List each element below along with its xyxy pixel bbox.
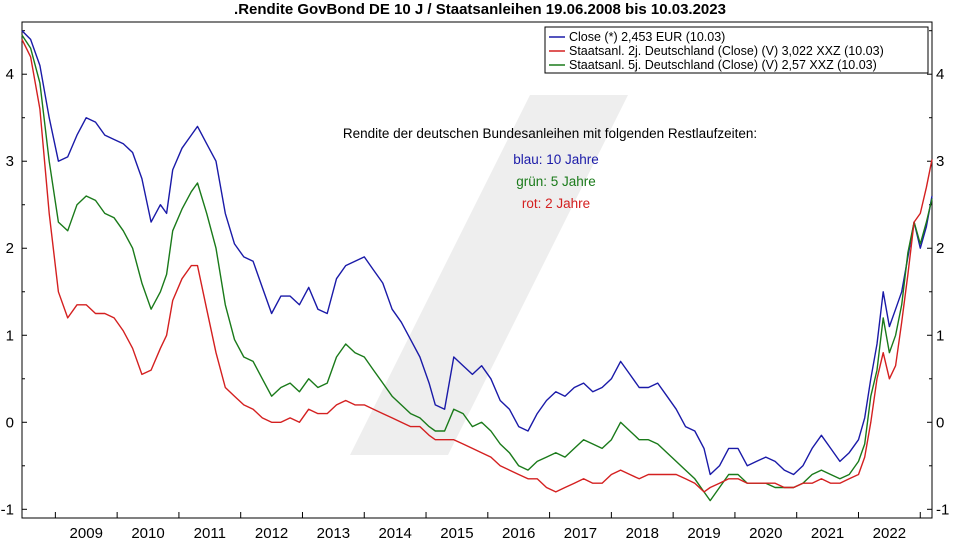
chart-title: .Rendite GovBond DE 10 J / Staatsanleihe… <box>234 1 726 18</box>
legend-box <box>544 26 929 74</box>
y-tick-label-left: 1 <box>6 327 14 344</box>
series-line-2y <box>21 39 933 493</box>
x-tick-label: 2015 <box>440 525 473 540</box>
y-tick-label-left: 3 <box>6 153 14 170</box>
x-tick-label: 2012 <box>255 525 288 540</box>
y-tick-label-left: 4 <box>6 66 14 83</box>
y-tick-label-right: 2 <box>936 240 944 257</box>
y-tick-label-left: -1 <box>1 501 14 518</box>
x-tick-label: 2016 <box>502 525 535 540</box>
y-tick-label-right: 4 <box>936 66 944 83</box>
plot-frame <box>21 21 933 519</box>
y-tick-label-left: 2 <box>6 240 14 257</box>
x-tick-label: 2014 <box>378 525 411 540</box>
y-tick-label-right: 1 <box>936 327 944 344</box>
x-tick-label: 2018 <box>626 525 659 540</box>
series-line-10y <box>21 30 933 476</box>
y-axis-left: -1 0 1 2 3 4 <box>1 30 27 518</box>
x-axis: 2009 2010 2011 2012 2013 2014 2015 2016 2017 2018… <box>54 512 921 540</box>
annotation-block: Rendite der deutschen Bundesanleihen mit… <box>343 126 757 211</box>
legend-entry-10y: Close (*) 2,453 EUR (10.03) <box>569 30 725 44</box>
x-tick-label: 2011 <box>194 525 226 540</box>
x-tick-label: 2010 <box>131 525 164 540</box>
y-axis-right: -1 0 1 2 3 4 <box>927 30 949 518</box>
legend-entry-2y: Staatsanl. 2j. Deutschland (Close) (V) 3… <box>569 44 884 58</box>
y-tick-label-right: 3 <box>936 153 944 170</box>
annotation-blue: blau: 10 Jahre <box>513 152 599 167</box>
x-tick-label: 2022 <box>873 525 906 540</box>
annotation-green: grün: 5 Jahre <box>516 174 596 189</box>
y-tick-label-right: -1 <box>936 501 949 518</box>
x-tick-label: 2021 <box>811 525 844 540</box>
series-line-5y <box>21 34 933 502</box>
legend-entry-5y: Staatsanl. 5j. Deutschland (Close) (V) 2… <box>569 58 877 72</box>
legend: Close (*) 2,453 EUR (10.03) Staatsanl. 2… <box>544 26 929 74</box>
annotation-red: rot: 2 Jahre <box>522 196 590 211</box>
watermark-logo <box>350 95 628 455</box>
x-tick-label: 2013 <box>317 525 350 540</box>
x-tick-label: 2017 <box>564 525 597 540</box>
x-tick-label: 2009 <box>70 525 103 540</box>
y-tick-label-left: 0 <box>6 414 14 431</box>
x-tick-label: 2019 <box>687 525 720 540</box>
annotation-heading: Rendite der deutschen Bundesanleihen mit… <box>343 126 757 141</box>
series-layer <box>21 30 933 502</box>
y-tick-label-right: 0 <box>936 414 944 431</box>
x-tick-label: 2020 <box>749 525 782 540</box>
